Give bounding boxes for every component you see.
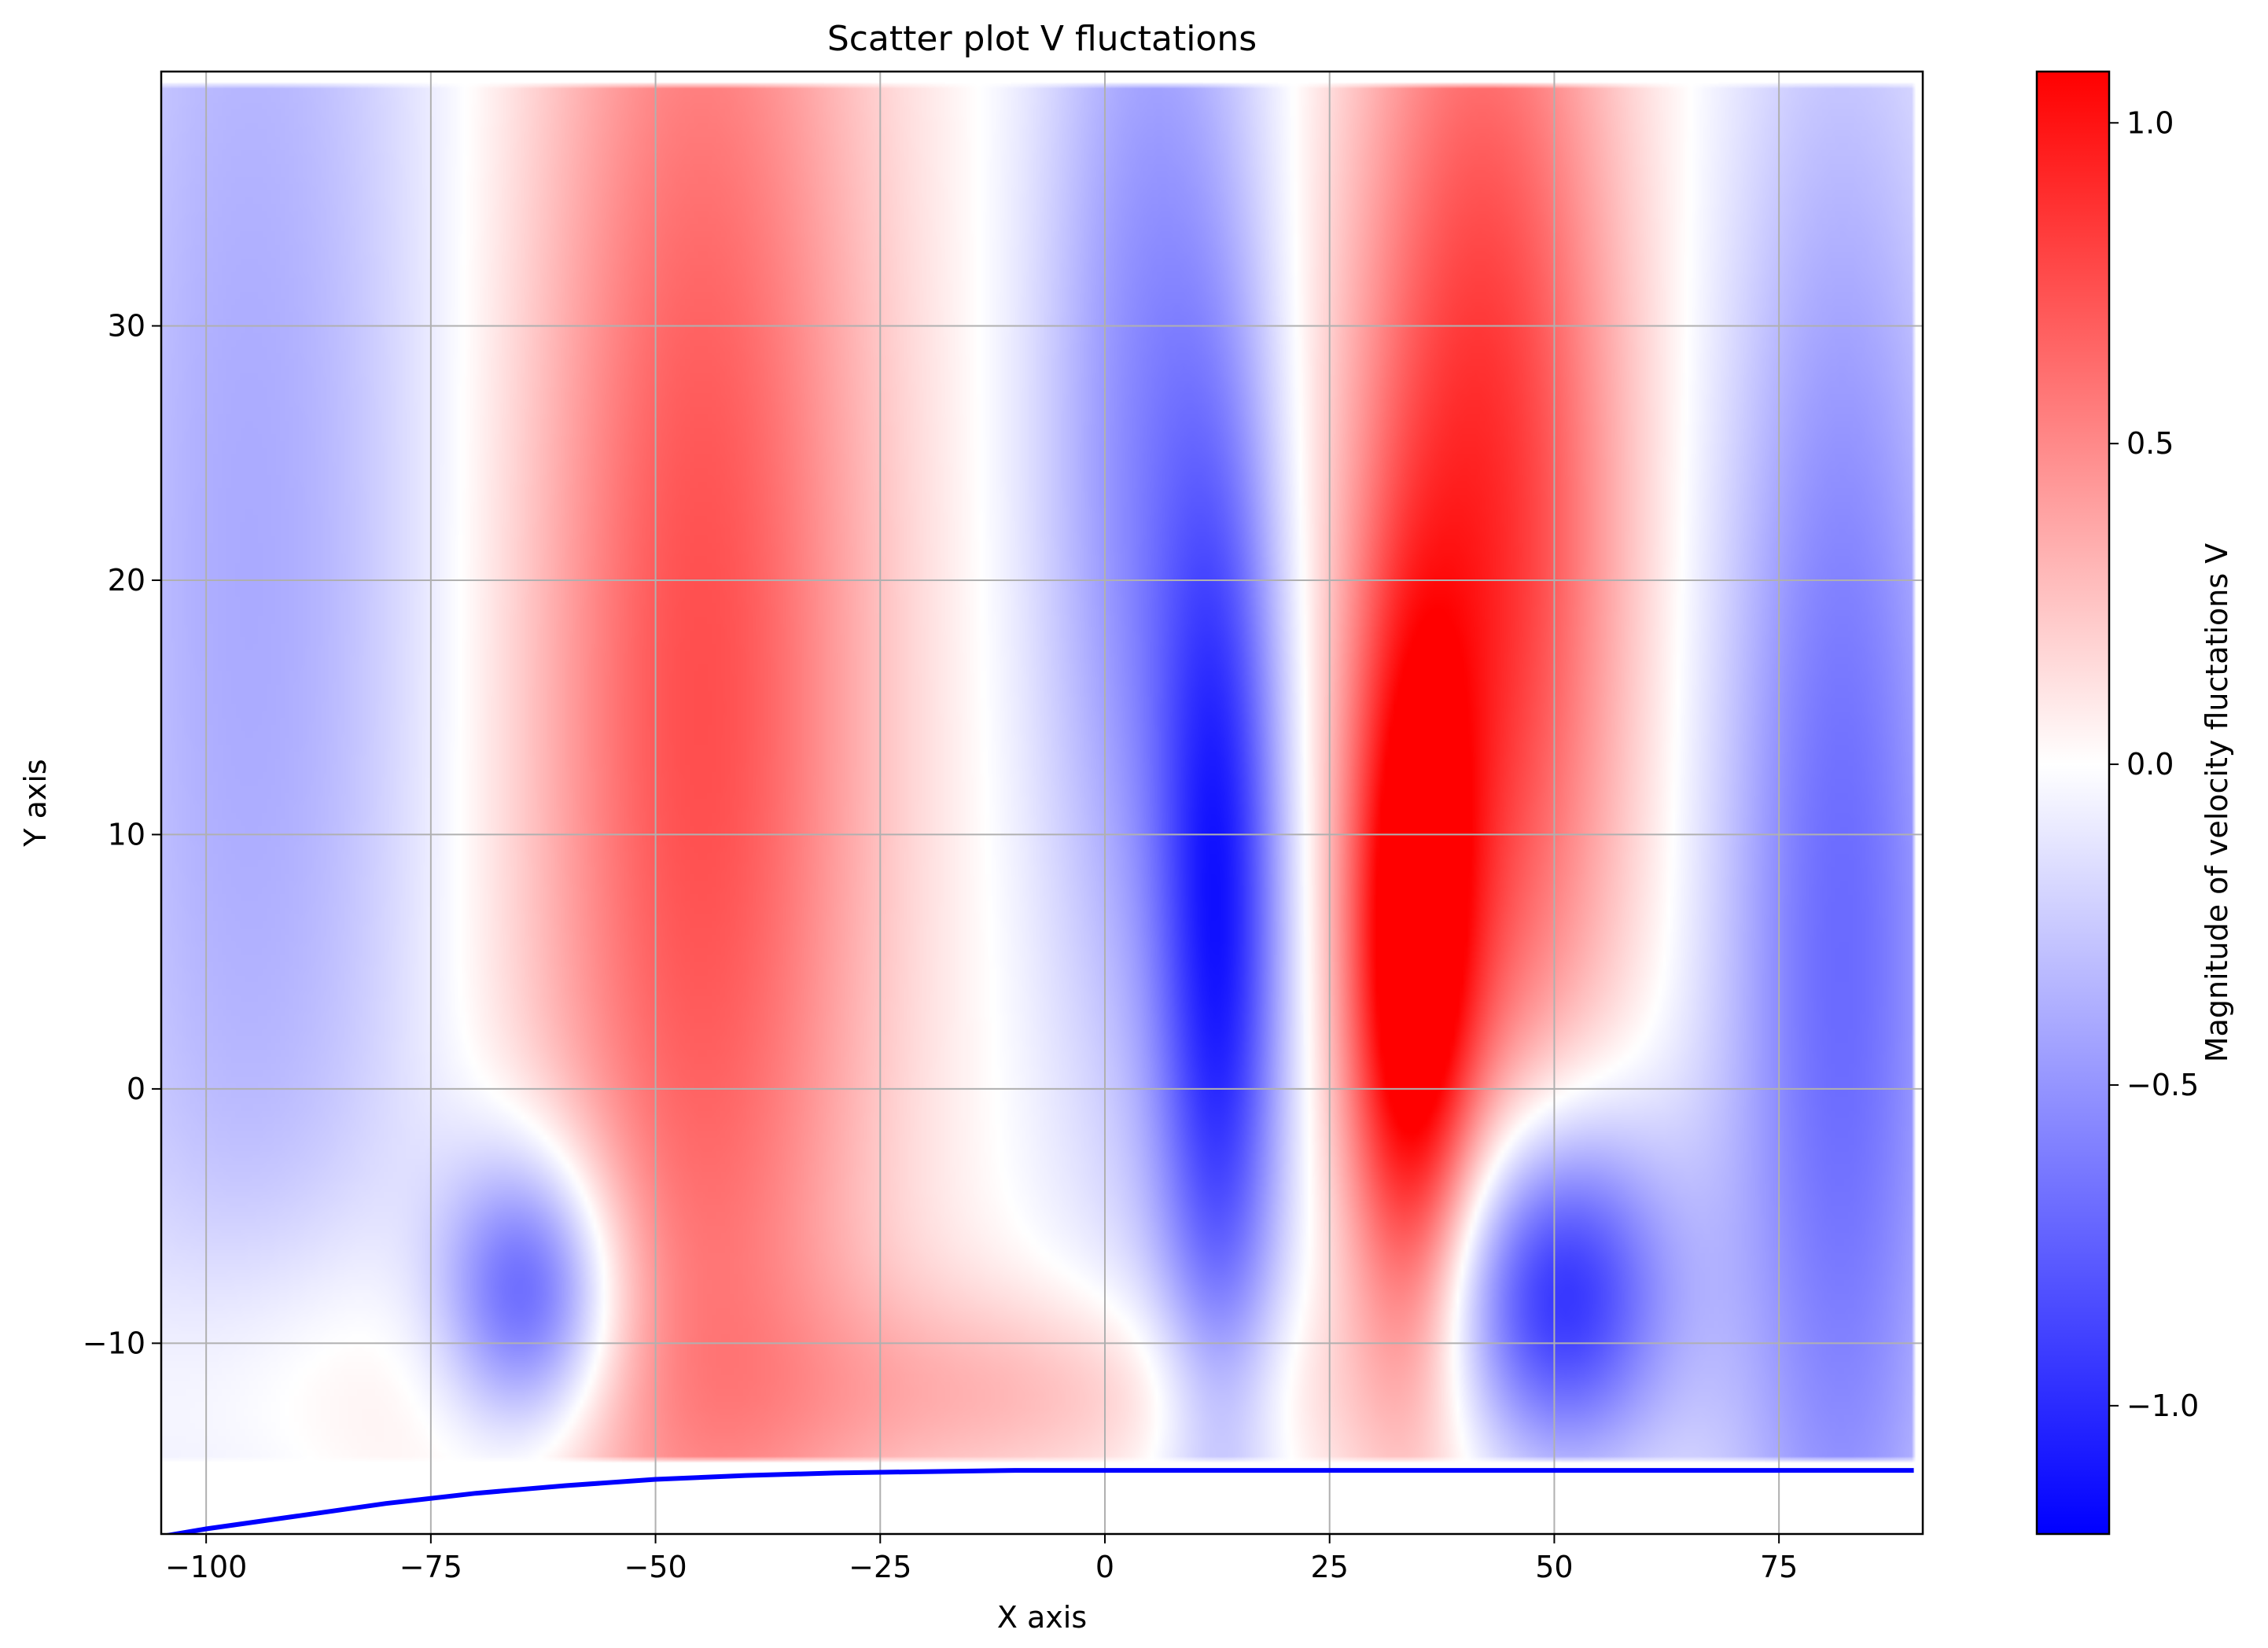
chart-title: Scatter plot V fluctations xyxy=(827,19,1257,59)
colorbar-gradient xyxy=(2037,72,2109,1534)
y-tick-label: 30 xyxy=(108,308,145,343)
colorbar-frame xyxy=(2035,70,2111,1536)
x-tick-label: 75 xyxy=(1760,1550,1798,1584)
grid-lines xyxy=(161,72,1923,1534)
colorbar-tick-label: 1.0 xyxy=(2126,105,2174,140)
x-tick-label: −100 xyxy=(165,1550,247,1584)
colorbar: −1.0 −0.5 0.0 0.5 1.0 Magnitude of velocity … xyxy=(2035,70,2234,1536)
x-tick-label: 50 xyxy=(1535,1550,1573,1584)
colorbar-tick-label: −0.5 xyxy=(2126,1068,2199,1102)
colorbar-tick-label: 0.5 xyxy=(2126,426,2174,461)
velocity-field-heatmap xyxy=(161,72,1923,1534)
x-tick-label: 25 xyxy=(1311,1550,1349,1584)
x-axis: −100 −75 −50 −25 0 25 50 75 xyxy=(165,1534,1798,1584)
colorbar-ticks: −1.0 −0.5 0.0 0.5 1.0 xyxy=(2109,105,2199,1423)
colorbar-label: Magnitude of velocity fluctations V xyxy=(2200,543,2234,1062)
y-tick-label: 20 xyxy=(108,563,145,598)
y-tick-label: 0 xyxy=(127,1072,145,1106)
x-tick-label: −25 xyxy=(849,1550,911,1584)
plot-area xyxy=(160,70,1924,1536)
y-tick-label: −10 xyxy=(83,1326,145,1360)
x-tick-label: −50 xyxy=(624,1550,687,1584)
y-axis-label: Y axis xyxy=(18,759,53,847)
y-tick-label: 10 xyxy=(108,817,145,852)
wall-profile-line xyxy=(161,1468,1914,1534)
x-axis-label: X axis xyxy=(997,1600,1087,1635)
colorbar-tick-label: −1.0 xyxy=(2126,1389,2199,1423)
x-tick-label: −75 xyxy=(399,1550,462,1584)
y-axis: −10 0 10 20 30 xyxy=(83,308,161,1360)
colorbar-tick-label: 0.0 xyxy=(2126,747,2174,782)
plot-frame xyxy=(160,70,1924,1536)
x-tick-label: 0 xyxy=(1095,1550,1114,1584)
